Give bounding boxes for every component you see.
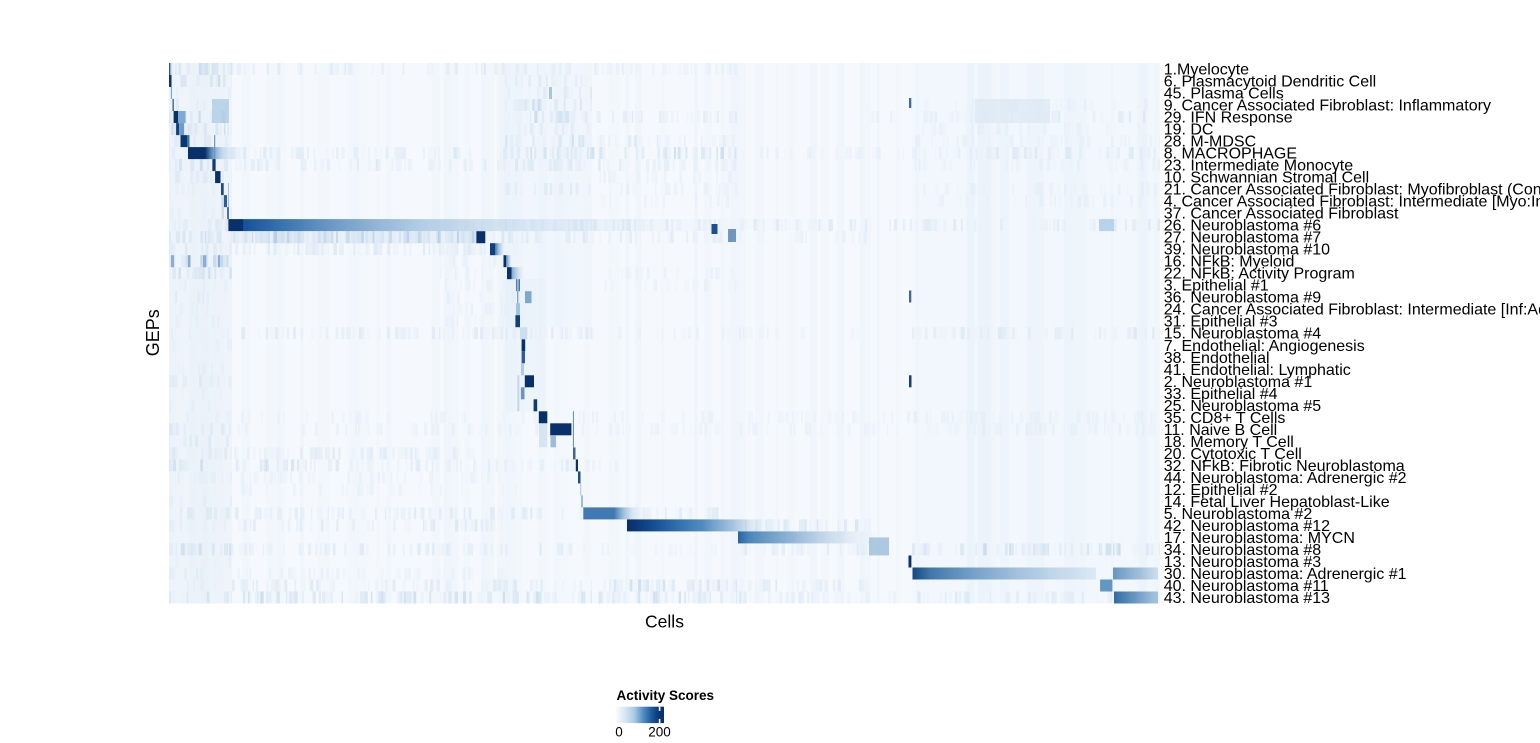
svg-text:4. Cancer Associated Fibroblas: 4. Cancer Associated Fibroblast: Interme… xyxy=(1164,194,1540,211)
svg-text:32. NFkB: Fibrotic Neuroblasto: 32. NFkB: Fibrotic Neuroblastoma xyxy=(1164,458,1405,475)
svg-text:38. Endothelial: 38. Endothelial xyxy=(1164,350,1270,367)
svg-text:29. IFN Response: 29. IFN Response xyxy=(1164,110,1293,127)
svg-text:19. DC: 19. DC xyxy=(1164,122,1214,139)
svg-text:18. Memory T Cell: 18. Memory T Cell xyxy=(1164,434,1294,451)
svg-text:36. Neuroblastoma #9: 36. Neuroblastoma #9 xyxy=(1164,290,1322,307)
svg-text:0: 0 xyxy=(615,725,623,740)
svg-text:200: 200 xyxy=(648,725,671,740)
svg-text:30. Neuroblastoma: Adrenergic: 30. Neuroblastoma: Adrenergic #1 xyxy=(1164,566,1407,583)
svg-text:Activity Scores: Activity Scores xyxy=(617,688,715,703)
svg-text:12. Epithelial #2: 12. Epithelial #2 xyxy=(1164,482,1278,499)
svg-text:33. Epithelial #4: 33. Epithelial #4 xyxy=(1164,386,1278,403)
svg-text:37. Cancer Associated Fibrobla: 37. Cancer Associated Fibroblast xyxy=(1164,206,1399,223)
svg-text:25. Neuroblastoma #5: 25. Neuroblastoma #5 xyxy=(1164,398,1322,415)
svg-text:11. Naive B Cell: 11. Naive B Cell xyxy=(1164,422,1278,439)
svg-text:GEPs: GEPs xyxy=(143,309,163,356)
svg-text:45. Plasma Cells: 45. Plasma Cells xyxy=(1164,86,1284,103)
svg-text:26. Neuroblastoma #6: 26. Neuroblastoma #6 xyxy=(1164,218,1322,235)
svg-text:1.Myelocyte: 1.Myelocyte xyxy=(1164,62,1249,79)
svg-text:35. CD8+ T Cells: 35. CD8+ T Cells xyxy=(1164,410,1286,427)
svg-text:Cells: Cells xyxy=(645,611,684,631)
svg-text:40. Neuroblastoma #11: 40. Neuroblastoma #11 xyxy=(1164,578,1329,595)
svg-text:14. Fetal Liver Hepatoblast-Li: 14. Fetal Liver Hepatoblast-Like xyxy=(1164,494,1390,511)
svg-text:27. Neuroblastoma #7: 27. Neuroblastoma #7 xyxy=(1164,230,1322,247)
svg-text:6. Plasmacytoid Dendritic Cell: 6. Plasmacytoid Dendritic Cell xyxy=(1164,74,1377,91)
svg-text:2. Neuroblastoma #1: 2. Neuroblastoma #1 xyxy=(1164,374,1313,391)
svg-text:24. Cancer Associated Fibrobla: 24. Cancer Associated Fibroblast: Interm… xyxy=(1164,302,1540,319)
svg-text:16. NFkB: Myeloid: 16. NFkB: Myeloid xyxy=(1164,254,1295,271)
svg-text:10. Schwannian Stromal Cell: 10. Schwannian Stromal Cell xyxy=(1164,170,1369,187)
svg-text:39. Neuroblastoma #10: 39. Neuroblastoma #10 xyxy=(1164,242,1330,259)
svg-text:21. Cancer Associated Fibrobla: 21. Cancer Associated Fibroblast: Myofib… xyxy=(1164,182,1540,199)
svg-text:28. M-MDSC: 28. M-MDSC xyxy=(1164,134,1256,151)
svg-text:7. Endothelial: Angiogenesis: 7. Endothelial: Angiogenesis xyxy=(1164,338,1365,355)
svg-text:31. Epithelial #3: 31. Epithelial #3 xyxy=(1164,314,1278,331)
svg-text:34. Neuroblastoma #8: 34. Neuroblastoma #8 xyxy=(1164,542,1322,559)
svg-text:13. Neuroblastoma #3: 13. Neuroblastoma #3 xyxy=(1164,554,1322,571)
svg-text:5. Neuroblastoma #2: 5. Neuroblastoma #2 xyxy=(1164,506,1313,523)
svg-text:15. Neuroblastoma #4: 15. Neuroblastoma #4 xyxy=(1164,326,1322,343)
svg-text:17. Neuroblastoma: MYCN: 17. Neuroblastoma: MYCN xyxy=(1164,530,1355,547)
svg-text:8. MACROPHAGE: 8. MACROPHAGE xyxy=(1164,146,1297,163)
svg-text:23. Intermediate Monocyte: 23. Intermediate Monocyte xyxy=(1164,158,1354,175)
svg-text:20. Cytotoxic T Cell: 20. Cytotoxic T Cell xyxy=(1164,446,1302,463)
svg-text:42. Neuroblastoma #12: 42. Neuroblastoma #12 xyxy=(1164,518,1330,535)
svg-text:9. Cancer Associated Fibroblas: 9. Cancer Associated Fibroblast: Inflamm… xyxy=(1164,98,1491,115)
svg-text:44. Neuroblastoma: Adrenergic: 44. Neuroblastoma: Adrenergic #2 xyxy=(1164,470,1407,487)
svg-text:41. Endothelial: Lymphatic: 41. Endothelial: Lymphatic xyxy=(1164,362,1351,379)
svg-text:43. Neuroblastoma #13: 43. Neuroblastoma #13 xyxy=(1164,590,1330,607)
svg-text:3. Epithelial #1: 3. Epithelial #1 xyxy=(1164,278,1269,295)
svg-text:22. NFkB: Activity Program: 22. NFkB: Activity Program xyxy=(1164,266,1355,283)
